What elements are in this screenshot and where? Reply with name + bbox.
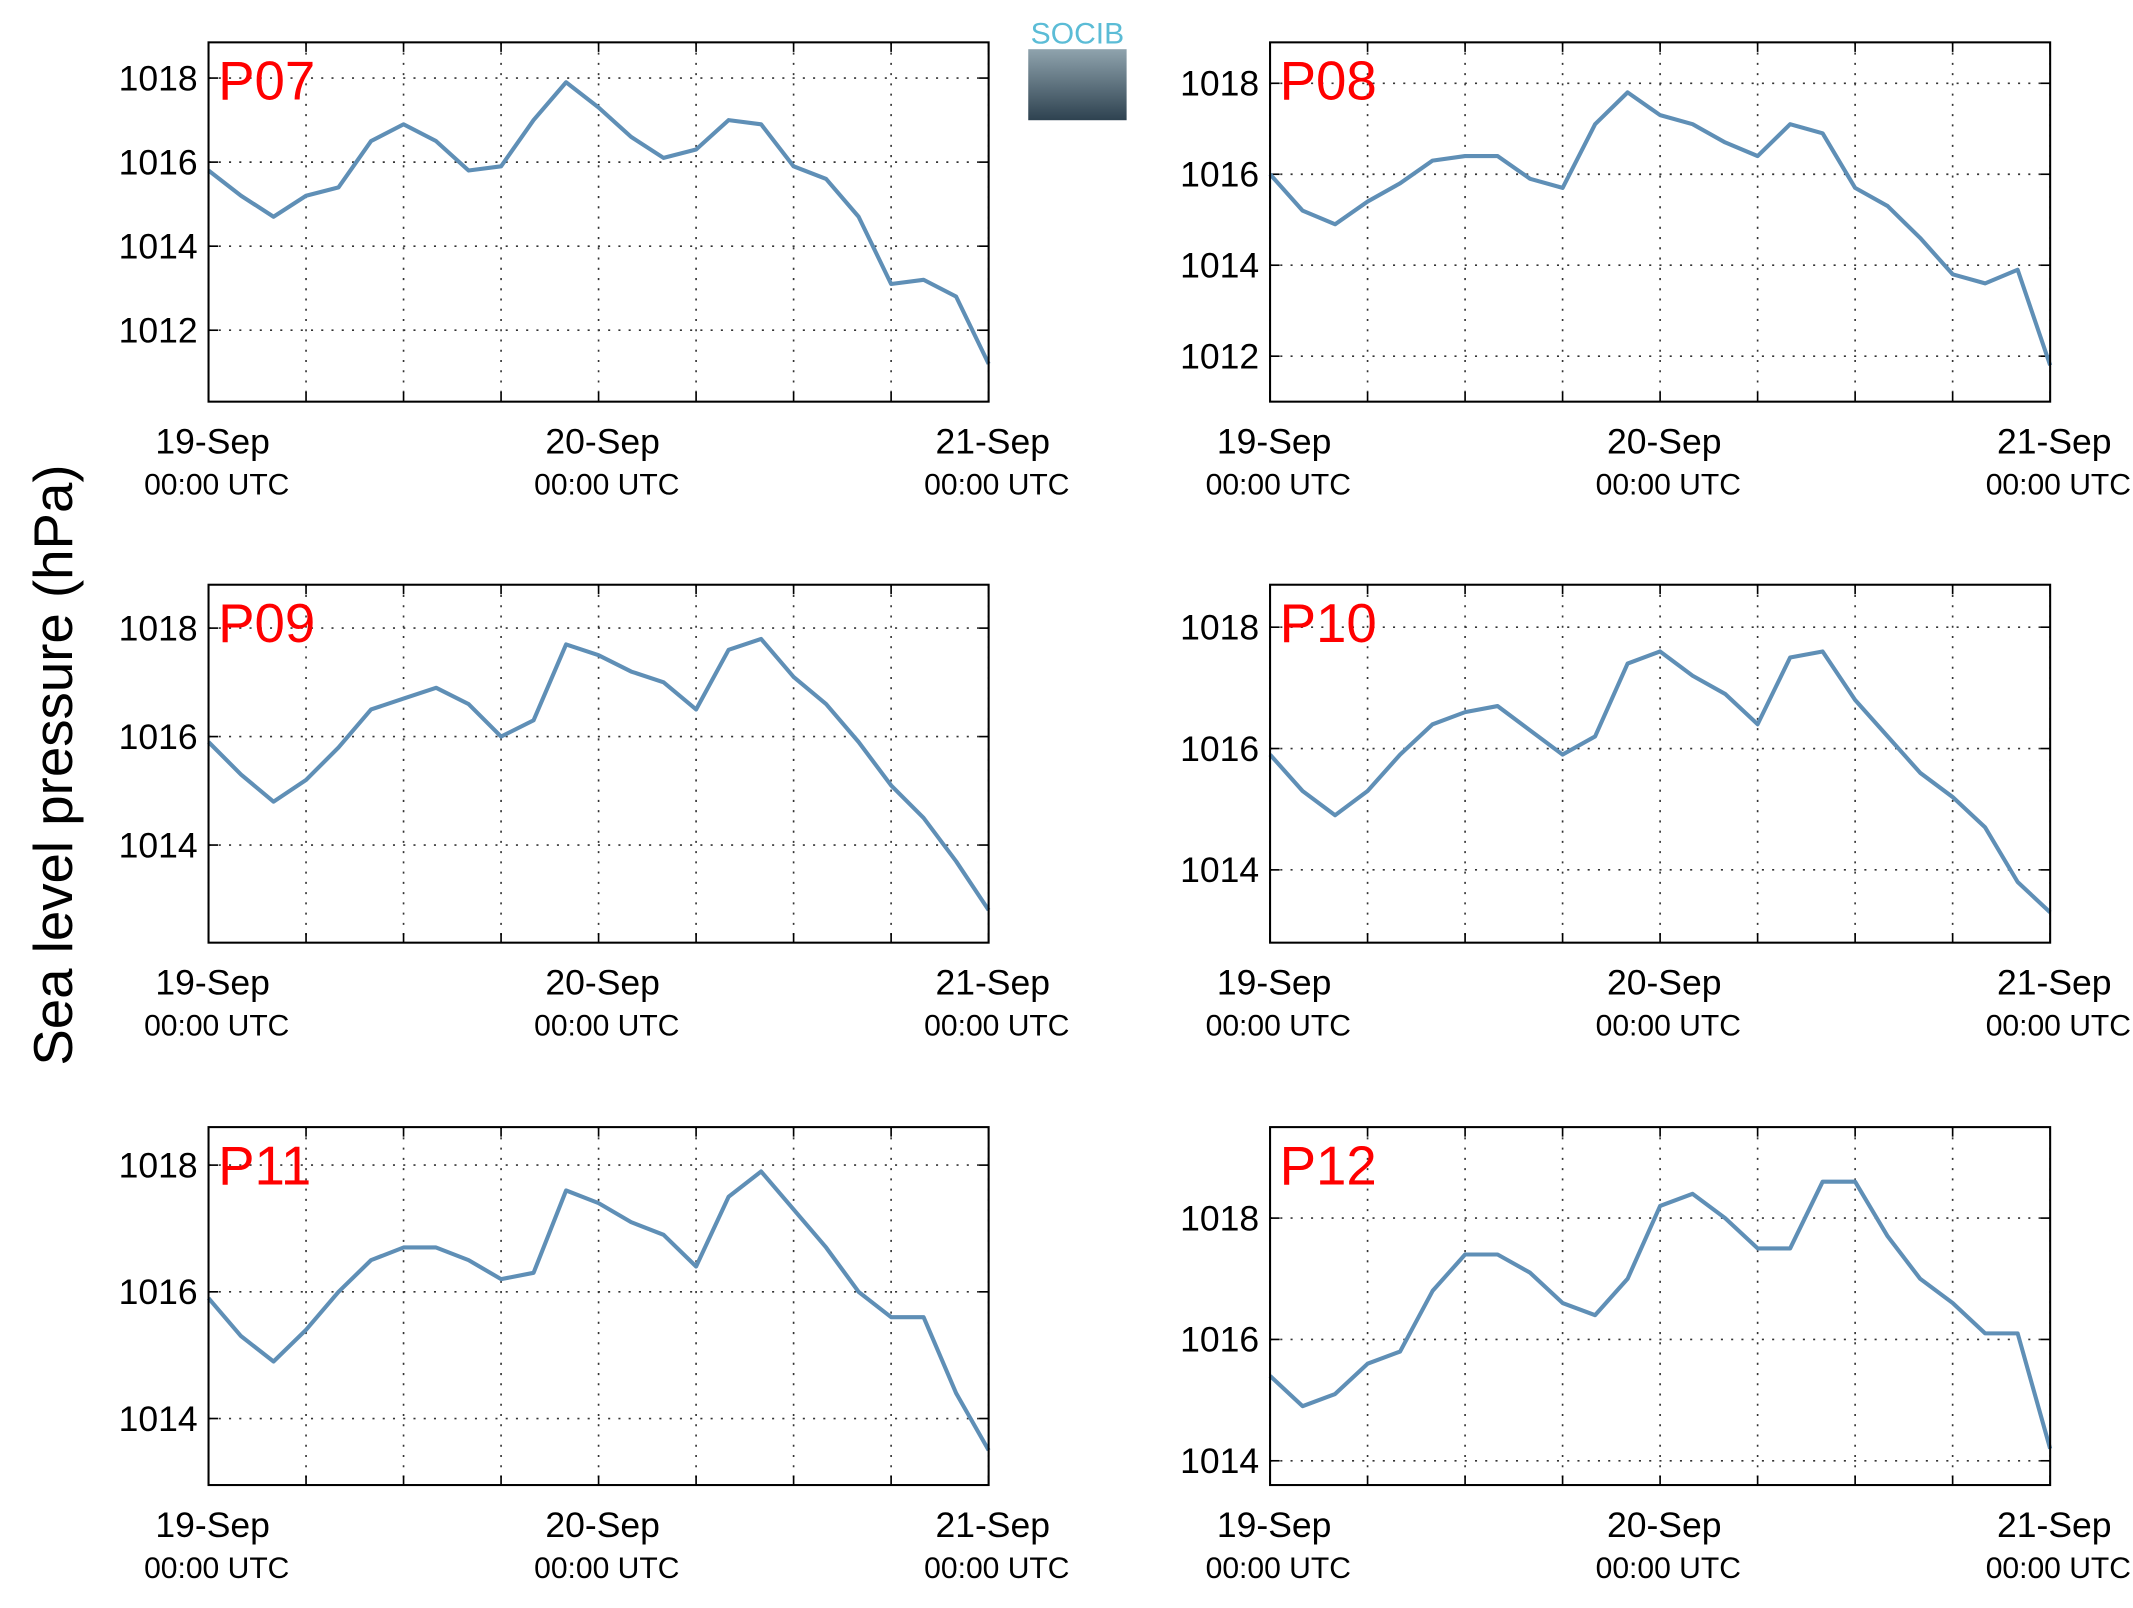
panel: 1014 1016 1018 19-Sep 00:00 UTC 20-Sep 00:00 U… (119, 583, 1069, 1043)
axes-frame (1269, 41, 2052, 403)
y-tick-label: 1018 (1180, 64, 1259, 104)
x-tick-sublabel: 00:00 UTC (1596, 469, 1741, 502)
data-line (1268, 90, 2053, 366)
y-tick-label: 1014 (1180, 246, 1259, 286)
y-tick-label: 1014 (119, 1399, 198, 1439)
y-tick-label: 1016 (1180, 729, 1259, 769)
x-tick-label: 21-Sep (935, 1505, 1050, 1545)
x-tick-label: 19-Sep (155, 1505, 270, 1545)
y-tick-label: 1018 (119, 58, 198, 98)
x-tick-sublabel: 00:00 UTC (534, 1010, 679, 1043)
panel-title: P07 (218, 51, 315, 112)
y-tick-label: 1016 (1180, 155, 1259, 195)
x-tick-label: 21-Sep (935, 963, 1050, 1003)
x-tick-label: 19-Sep (1217, 1505, 1332, 1545)
axes-frame (207, 583, 990, 944)
x-tick-sublabel: 00:00 UTC (1206, 1552, 1351, 1585)
plot-area (208, 584, 989, 943)
y-tick-label: 1018 (119, 1145, 198, 1185)
panel: 1012 1014 1016 1018 19-Sep 00:00 UTC 20-Sep 00:… (1180, 41, 2131, 502)
plot-area (1270, 1127, 2051, 1486)
y-tick-label: 1016 (119, 142, 198, 182)
data-line (207, 80, 991, 365)
x-tick-label: 20-Sep (1607, 963, 1722, 1003)
axes-frame (207, 1126, 990, 1487)
logo-text: SOCIB (1031, 18, 1125, 51)
x-tick-sublabel: 00:00 UTC (1986, 469, 2131, 502)
panel-title: P10 (1280, 593, 1377, 654)
panel-title: P11 (218, 1135, 311, 1196)
panel: 1014 1016 1018 19-Sep 00:00 UTC 20-Sep 00:00 U… (1180, 1126, 2131, 1585)
panel: 1014 1016 1018 19-Sep 00:00 UTC 20-Sep 00:00 U… (119, 1126, 1069, 1585)
logo: SOCIB (1028, 18, 1127, 121)
x-tick-label: 20-Sep (545, 963, 660, 1003)
panel: 1014 1016 1018 19-Sep 00:00 UTC 20-Sep 00:00 U… (1180, 583, 2131, 1043)
y-tick-label: 1012 (119, 311, 198, 351)
x-tick-label: 19-Sep (155, 422, 270, 462)
x-tick-label: 20-Sep (545, 1505, 660, 1545)
data-line (207, 636, 991, 912)
data-line (1268, 1179, 2053, 1450)
x-tick-sublabel: 00:00 UTC (534, 469, 679, 502)
x-tick-sublabel: 00:00 UTC (534, 1552, 679, 1585)
x-tick-label: 19-Sep (1217, 963, 1332, 1003)
x-tick-sublabel: 00:00 UTC (1206, 469, 1351, 502)
data-line (206, 1169, 991, 1452)
x-tick-sublabel: 00:00 UTC (1986, 1552, 2131, 1585)
x-tick-label: 21-Sep (1997, 963, 2112, 1003)
y-tick-label: 1014 (119, 825, 198, 865)
data-line (1268, 649, 2052, 914)
y-tick-label: 1016 (119, 717, 198, 757)
axes-frame (1269, 583, 2052, 944)
y-tick-label: 1018 (1180, 1198, 1259, 1238)
x-tick-label: 20-Sep (1607, 1505, 1722, 1545)
x-tick-label: 21-Sep (1997, 1505, 2112, 1545)
plot-area (208, 42, 989, 402)
x-tick-label: 19-Sep (1217, 422, 1332, 462)
logo-box (1028, 49, 1127, 121)
y-tick-label: 1014 (119, 226, 198, 266)
x-tick-sublabel: 00:00 UTC (1596, 1552, 1741, 1585)
y-tick-label: 1014 (1180, 850, 1259, 890)
y-tick-label: 1016 (1180, 1320, 1259, 1360)
x-tick-sublabel: 00:00 UTC (1986, 1010, 2131, 1043)
x-tick-sublabel: 00:00 UTC (1596, 1010, 1741, 1043)
x-tick-sublabel: 00:00 UTC (144, 469, 289, 502)
x-tick-label: 21-Sep (1997, 422, 2112, 462)
x-tick-sublabel: 00:00 UTC (144, 1552, 289, 1585)
plot-area (1270, 42, 2051, 402)
y-tick-label: 1018 (119, 608, 198, 648)
x-tick-sublabel: 00:00 UTC (924, 469, 1069, 502)
y-tick-label: 1012 (1180, 336, 1259, 376)
panel-title: P09 (218, 593, 315, 654)
x-tick-sublabel: 00:00 UTC (924, 1552, 1069, 1585)
x-tick-label: 21-Sep (935, 422, 1050, 462)
y-tick-label: 1018 (1180, 607, 1259, 647)
panel: 1012 1014 1016 1018 19-Sep 00:00 UTC 20-Sep 00:… (119, 41, 1069, 502)
y-tick-label: 1014 (1180, 1441, 1259, 1481)
x-tick-sublabel: 00:00 UTC (1206, 1010, 1351, 1043)
panel-title: P08 (1280, 51, 1377, 112)
x-tick-sublabel: 00:00 UTC (144, 1010, 289, 1043)
y-tick-label: 1016 (119, 1272, 198, 1312)
x-tick-label: 20-Sep (545, 422, 660, 462)
y-axis-label: Sea level pressure (hPa) (23, 464, 84, 1065)
axes-frame (1269, 1126, 2052, 1487)
plot-area (1270, 584, 2051, 943)
x-tick-label: 19-Sep (155, 963, 270, 1003)
panel-title: P12 (1280, 1135, 1377, 1196)
x-tick-label: 20-Sep (1607, 422, 1722, 462)
axes-frame (207, 41, 990, 403)
x-tick-sublabel: 00:00 UTC (924, 1010, 1069, 1043)
